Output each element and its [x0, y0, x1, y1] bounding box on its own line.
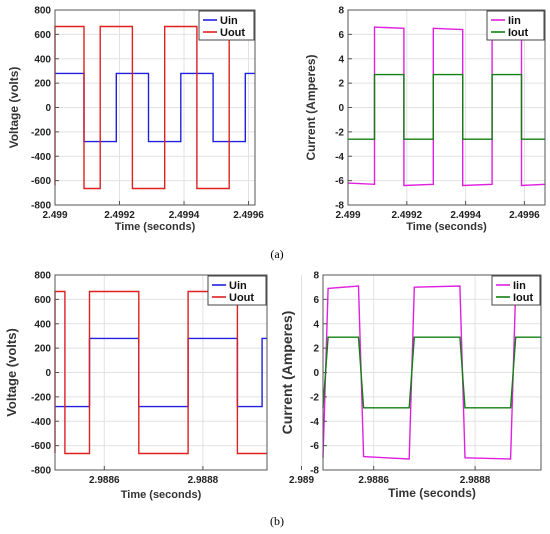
y-tick-label: 0 — [313, 368, 319, 379]
y-tick-label: 400 — [34, 54, 51, 65]
x-axis-label: Time (seconds) — [406, 221, 487, 233]
legend-entry-iout: Iout — [513, 292, 533, 304]
y-tick-label: 600 — [34, 295, 51, 306]
legend-entry-uout: Uout — [220, 27, 245, 39]
y-tick-label: -600 — [31, 441, 51, 452]
y-tick-label: -8 — [310, 466, 319, 477]
y-tick-label: 400 — [34, 319, 51, 330]
y-axis-label: Current (Amperes) — [279, 311, 295, 435]
y-tick-label: 6 — [313, 295, 319, 306]
y-tick-label: 2 — [313, 344, 319, 355]
y-tick-label: 200 — [34, 344, 51, 355]
y-tick-label: -600 — [31, 176, 51, 187]
x-axis-label: Time (seconds) — [115, 221, 196, 233]
y-tick-label: -6 — [310, 441, 319, 452]
y-tick-label: -400 — [31, 152, 51, 163]
x-tick-label: 2.4992 — [104, 210, 135, 221]
y-axis-label: Voltage (volts) — [7, 67, 21, 149]
y-tick-label: -4 — [335, 152, 344, 163]
x-tick-label: 2.4994 — [169, 210, 200, 221]
x-tick-label: 2.9886 — [89, 475, 120, 486]
chart-b-left: -800 -600 -400 -200 0 200 400 600 800 2.9886 2.988… — [4, 271, 314, 502]
caption-b: (b) — [270, 514, 284, 528]
legend-entry-iin: Iin — [508, 15, 521, 27]
y-tick-label: 600 — [34, 30, 51, 41]
y-axis-label: Voltage (volts) — [4, 328, 19, 417]
y-tick-label: -8 — [335, 201, 344, 212]
y-tick-label: 800 — [34, 271, 51, 282]
legend-entry-iin: Iin — [513, 280, 526, 292]
y-tick-label: -2 — [310, 392, 319, 403]
y-tick-label: -6 — [335, 176, 344, 187]
y-tick-label: -800 — [31, 201, 51, 212]
y-tick-label: 0 — [45, 368, 51, 379]
y-tick-label: 0 — [45, 103, 51, 114]
x-axis-label: Time (seconds) — [121, 489, 202, 501]
x-tick-label: 2.9886 — [358, 475, 389, 486]
y-tick-label: 4 — [338, 54, 344, 65]
x-tick-label: 2.9888 — [188, 475, 219, 486]
y-tick-label: -200 — [31, 127, 51, 138]
x-tick-label: 2.4996 — [233, 210, 264, 221]
legend-box — [486, 10, 545, 41]
y-tick-label: 800 — [34, 6, 51, 17]
series-line-iout — [322, 336, 541, 409]
chart-b-right: -8 -6 -4 -2 0 2 4 6 8 2.9886 2.9888 2.989 Time (seco… — [279, 271, 542, 500]
y-tick-label: 2 — [338, 79, 344, 90]
legend-box — [491, 275, 541, 306]
y-tick-label: -4 — [310, 417, 319, 428]
x-tick-label: 2.989 — [289, 475, 314, 486]
y-tick-label: -400 — [31, 417, 51, 428]
caption-a: (a) — [270, 247, 283, 261]
y-tick-label: 0 — [338, 103, 344, 114]
legend-entry-uin: Uin — [229, 280, 247, 292]
y-tick-label: -2 — [335, 127, 344, 138]
series-line-uout — [54, 25, 255, 190]
y-tick-label: 4 — [313, 319, 319, 330]
legend-entry-uout: Uout — [229, 292, 254, 304]
series-line-iin — [322, 285, 542, 460]
y-tick-label: 200 — [34, 79, 51, 90]
x-tick-label: 2.499 — [42, 210, 67, 221]
legend-entry-iout: Iout — [508, 27, 528, 39]
y-tick-label: -800 — [31, 466, 51, 477]
y-tick-label: -200 — [31, 392, 51, 403]
series-line-iin — [347, 26, 546, 187]
y-tick-label: 8 — [338, 6, 344, 17]
x-tick-label: 2.9888 — [460, 475, 491, 486]
legend-box — [207, 275, 267, 306]
y-tick-label: 6 — [338, 30, 344, 41]
legend-entry-uin: Uin — [220, 15, 238, 27]
x-tick-label: 2.4996 — [509, 210, 540, 221]
chart-a-right: -8 -6 -4 -2 0 2 4 6 8 2.499 2.4992 2.4994 2.4996 Time… — [304, 6, 546, 233]
x-axis-label: Time (seconds) — [388, 486, 476, 500]
y-axis-label: Current (Amperes) — [304, 54, 318, 160]
series-line-iout — [348, 73, 545, 140]
x-tick-label: 2.4992 — [392, 210, 423, 221]
x-tick-label: 2.499 — [335, 210, 360, 221]
legend-box — [198, 10, 255, 41]
chart-a-left: -800 -600 -400 -200 0 200 400 600 800 2.499 2.4992… — [7, 6, 264, 234]
x-tick-label: 2.4994 — [450, 210, 481, 221]
y-tick-label: 8 — [313, 271, 319, 282]
